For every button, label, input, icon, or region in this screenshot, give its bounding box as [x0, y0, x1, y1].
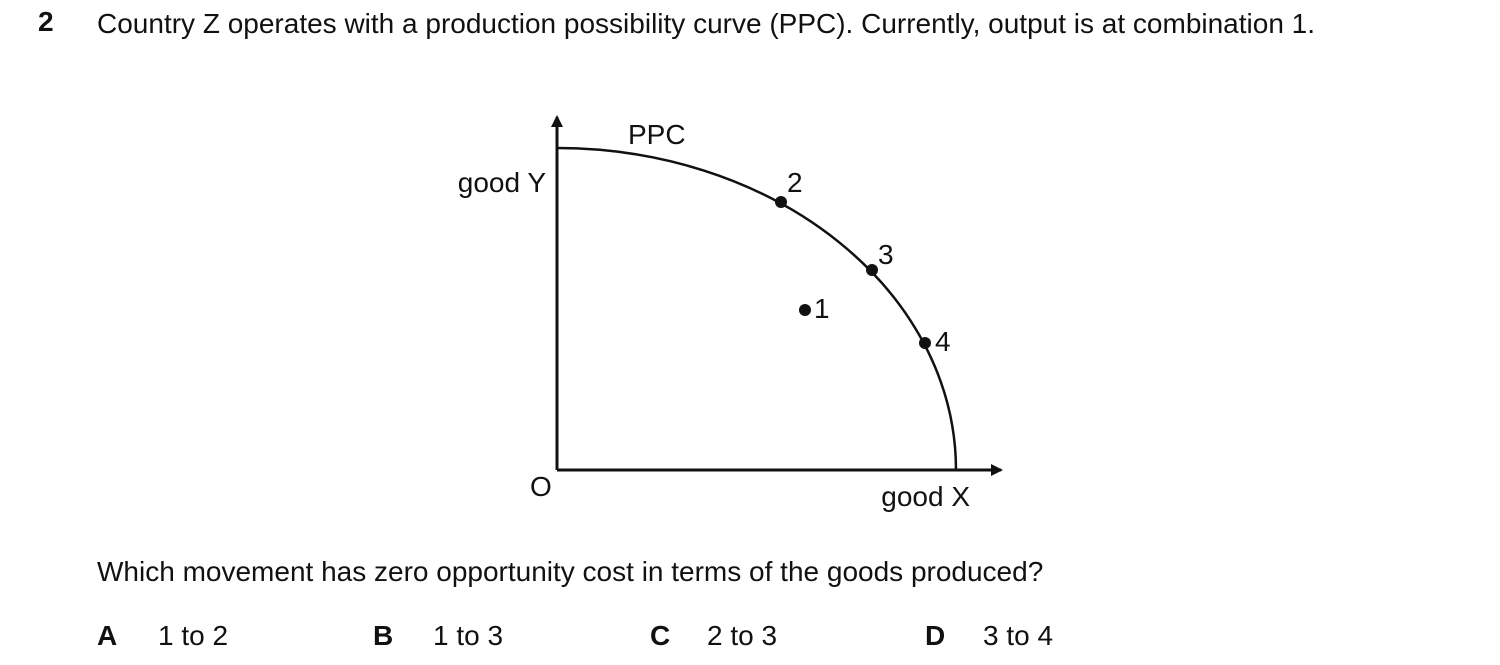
point — [919, 337, 931, 349]
curve-label: PPC — [628, 119, 686, 150]
option-letter: D — [925, 620, 945, 651]
y-axis-label: good Y — [458, 167, 547, 198]
option-text: 3 to 4 — [983, 620, 1053, 651]
ppc-curve — [556, 146, 958, 471]
point — [866, 264, 878, 276]
point-label: 4 — [935, 326, 951, 357]
question-number: 2 — [38, 6, 54, 37]
origin-label: O — [530, 471, 552, 502]
option-text: 1 to 2 — [158, 620, 228, 651]
option-letter: A — [97, 620, 117, 651]
prompt: Which movement has zero opportunity cost… — [97, 556, 1043, 587]
point-label: 3 — [878, 239, 894, 270]
x-axis-label: good X — [881, 481, 970, 512]
option-letter: B — [373, 620, 393, 651]
point-label: 1 — [814, 293, 830, 324]
option-text: 2 to 3 — [707, 620, 777, 651]
option-text: 1 to 3 — [433, 620, 503, 651]
question-text: Country Z operates with a production pos… — [97, 8, 1316, 39]
point-label: 2 — [787, 167, 803, 198]
point — [799, 304, 811, 316]
point — [775, 196, 787, 208]
option-letter: C — [650, 620, 670, 651]
